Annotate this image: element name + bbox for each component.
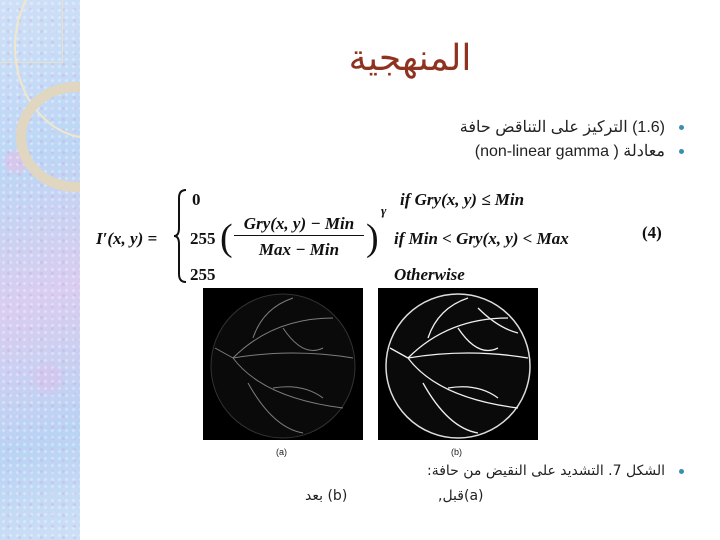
case2-prefix: 255 [190,229,216,248]
bullet-text: معادلة ( non-linear gamma) [474,143,665,160]
bullet-icon [679,125,684,131]
caption-after: (b) بعد [305,488,348,504]
retina-vessels [210,293,356,439]
condition-1: if Gry(x, y) ≤ Min [400,190,525,209]
paren-right: ) [366,217,379,259]
retina-image-after [378,288,538,440]
bullet-item: معادلة ( non-linear gamma) [475,141,684,161]
decorative-ring [16,82,80,192]
fraction-denominator: Max − Min [258,240,340,259]
bullet-text: الشكل 7. التشديد على النقيض من حافة: [426,463,665,479]
bullet-icon [679,468,684,474]
slide-title: المنهجية [348,38,472,79]
condition-2: if Min < Gry(x, y) < Max [394,229,569,248]
bullet-icon [679,149,684,155]
brace [173,189,187,283]
retina-image-before [203,288,363,440]
caption-before: (a)قبل, [438,488,484,504]
figure-label-b: (b) [451,447,462,457]
bullet-item: (1.6) التركيز على التناقض حافة [460,117,684,137]
paren-left: ( [220,217,233,259]
decorative-side-strip [0,0,80,540]
condition-3: Otherwise [394,265,465,284]
case3-value: 255 [190,265,216,284]
exponent: γ [381,203,387,218]
equation-number: (4) [642,223,662,242]
case1-value: 0 [192,190,201,209]
figure-label-a: (a) [276,447,287,457]
bullet-text: (1.6) التركيز على التناقض حافة [459,119,665,136]
retina-vessels [385,293,531,439]
fraction-numerator: Gry(x, y) − Min [234,214,364,236]
equation-lhs: I′(x, y) = [96,229,158,248]
bullet-item: الشكل 7. التشديد على النقيض من حافة: [427,463,684,479]
